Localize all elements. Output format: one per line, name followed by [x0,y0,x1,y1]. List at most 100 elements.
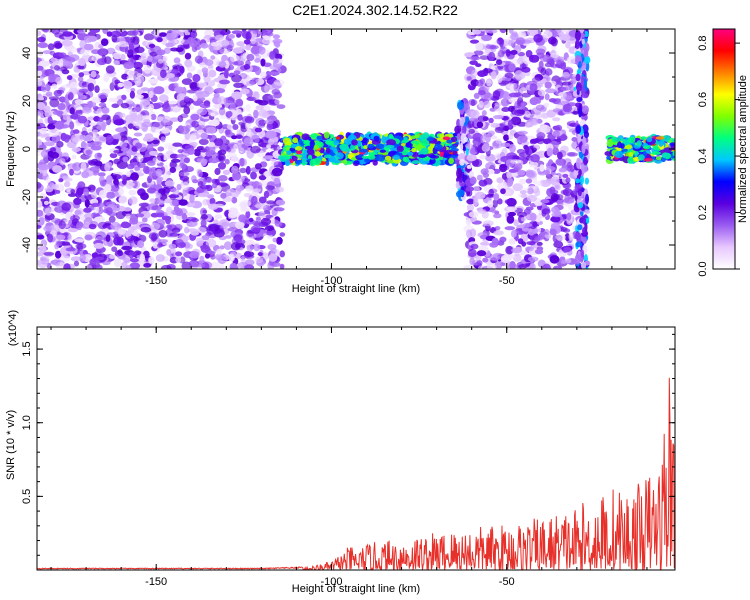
spectrogram-cell [213,45,222,51]
spectrogram-cell [536,132,546,140]
spectrogram-cell [49,224,61,233]
spectrogram-cell [83,188,90,197]
spectrogram-cell [184,132,191,140]
spectrogram-cell [137,161,146,168]
spectrogram-cell [401,134,411,138]
spectrogram-cell [212,182,218,189]
spectrogram-cell [236,41,245,47]
spectrogram-cell [103,73,110,83]
spectrogram-cell [125,99,134,105]
spectrogram-cell [198,138,209,146]
spectrogram-cell [228,211,238,219]
spectrogram-cell [270,216,276,224]
spectrogram-cell [178,125,190,135]
spectrogram-cell [504,199,514,205]
spectrogram-cell [245,104,251,112]
spectrogram-cell [279,263,285,269]
spectrogram-cell [268,261,277,267]
spectrogram-cell [544,81,552,89]
chart-title: C2E1.2024.302.14.52.R22 [292,2,458,18]
spectrogram-cell [373,135,380,141]
spectrogram-cell [115,211,126,220]
spectrogram-cell [108,254,117,259]
spectrogram-cell [259,71,267,79]
spectrogram-cell [97,172,106,177]
spectrogram-cell [525,50,533,58]
spectrogram-cell [166,73,175,79]
spectrogram-cell [507,120,513,129]
spectrogram-cell [264,170,270,178]
spectrogram-cell [80,194,88,203]
spectrogram-cell [219,79,230,85]
spectrogram-cell [473,197,479,207]
spectrogram-cell [187,37,195,44]
spectrogram-cell [243,63,251,70]
spectrogram-cell [577,68,582,74]
spectrogram-cell [97,207,104,215]
spectrogram-cell [655,156,663,161]
spectrogram-cell [62,113,70,121]
colorbar-tick-label: 0.4 [697,148,709,163]
spectrogram-cell [104,163,111,172]
spectrogram-cell [251,195,258,205]
spectrogram-cell [115,127,126,133]
spectrogram-cell [575,125,582,134]
y-tick-label: 20 [21,95,33,107]
spectrogram-cell [258,175,267,181]
spectrogram-cell [510,32,519,41]
spectrogram-cell [133,115,144,123]
spectrogram-cell [226,188,236,194]
spectrogram-cell [462,125,467,135]
spectrogram-cell [90,141,100,146]
spectrogram-cell [69,121,75,130]
spectrogram-cell [577,133,581,144]
spectrogram-cell [405,142,412,148]
snr-data-point [667,363,668,364]
spectrogram-cell [488,117,494,124]
spectrogram-cell [497,198,503,205]
spectrogram-cell [494,226,501,231]
spectrogram-cell [513,109,525,117]
spectrogram-cell [480,168,489,176]
spectrogram-cell [472,29,481,35]
spectrogram-cell [66,188,72,195]
spectrogram-cell [504,188,514,196]
spectrogram-cell [63,134,70,143]
spectrogram-cell [191,262,200,268]
spectrogram-cell [272,34,280,40]
spectrogram-cell [216,248,222,255]
spectrogram-cell [254,163,262,170]
spectrogram-cell [136,154,144,163]
spectrogram-cell [519,134,528,143]
spectrogram-cell [173,57,181,64]
spectrogram-cell [582,236,587,244]
spectrogram-cell [208,157,220,164]
spectrogram-cell [580,163,588,174]
spectrogram-cell [519,178,526,185]
spectrogram-cell [406,151,414,156]
spectrogram-cell [473,92,480,99]
spectrogram-cell [661,152,670,159]
spectrogram-cell [606,140,614,147]
spectrogram-cell [158,239,168,244]
spectrogram-cell [37,102,46,111]
spectrogram-cell [62,175,70,181]
spectrogram-cell [524,145,530,154]
spectrogram-cell [526,187,534,195]
spectrogram-cell [45,91,53,97]
spectrogram-cell [197,170,203,178]
spectrogram-cell [548,50,558,55]
spectrogram-cell [196,108,208,116]
spectrogram-cell [219,29,231,36]
spectrogram-cell [557,201,564,207]
spectrogram-cell [49,98,60,108]
spectrogram-cell [534,188,541,197]
spectrogram-cell [539,164,545,172]
spectrogram-cell [583,30,589,38]
spectrogram-cell [231,91,243,100]
spectrogram-cell [164,180,175,187]
spectrogram-cell [43,200,50,205]
spectrogram-cell [324,140,335,145]
spectrogram-cell [258,46,266,55]
